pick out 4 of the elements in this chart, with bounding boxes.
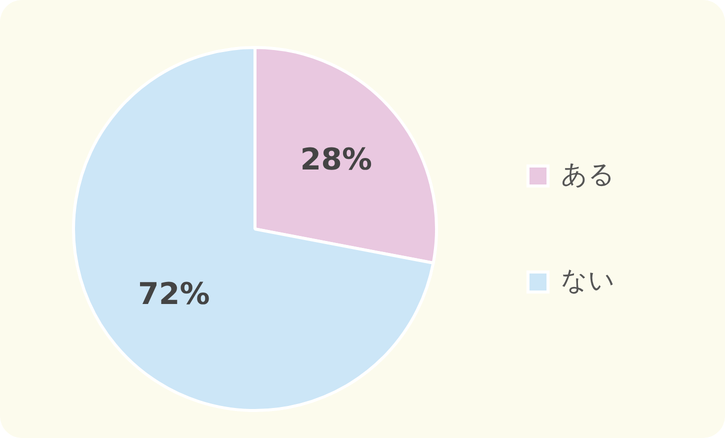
data-label: 28% [300, 142, 372, 178]
legend-label: ない [561, 266, 615, 296]
legend-label: ある [561, 160, 615, 190]
data-label: 72% [138, 276, 210, 312]
